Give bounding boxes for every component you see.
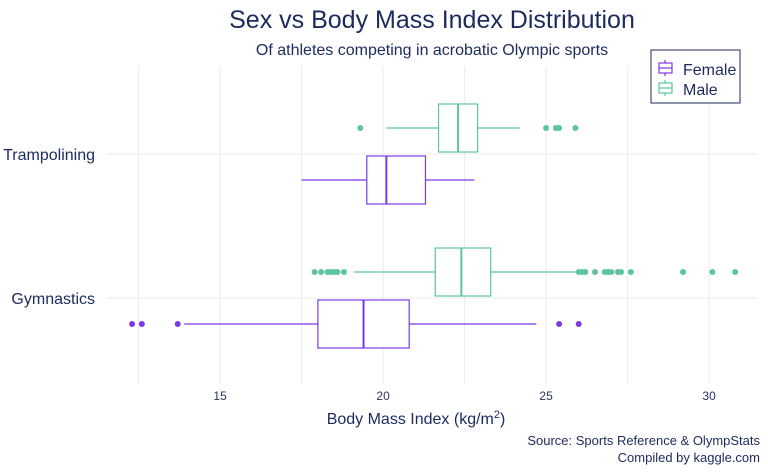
box-iqr (434, 247, 492, 297)
outlier-point (334, 269, 341, 275)
outlier-point (575, 321, 582, 327)
outlier-point (572, 125, 579, 131)
x-tick-label: 30 (702, 389, 716, 403)
x-axis-title-main: Body Mass Index (kg/m (327, 411, 494, 428)
outlier-point (129, 321, 136, 327)
box-trampolining-male (357, 103, 579, 153)
outlier-point (357, 125, 364, 131)
outlier-point (556, 321, 563, 327)
outlier-point (556, 125, 563, 131)
boxes-layer (129, 103, 739, 349)
x-tick-label: 20 (376, 389, 390, 403)
outlier-point (582, 269, 589, 275)
box-iqr (366, 155, 427, 205)
outlier-point (543, 125, 550, 131)
outlier-point (318, 269, 325, 275)
outlier-point (732, 269, 739, 275)
caption-compiled: Compiled by kaggle.com (618, 450, 760, 465)
legend-label-female: Female (683, 62, 736, 79)
legend: Female Male (650, 49, 741, 104)
caption-source: Source: Sports Reference & OlympStats (527, 433, 760, 448)
outlier-point (680, 269, 687, 275)
legend-key-male (658, 80, 673, 96)
outlier-point (627, 269, 634, 275)
chart-title: Sex vs Body Mass Index Distribution (229, 6, 635, 34)
x-axis-title-superscript: 2 (494, 409, 500, 421)
chart-subtitle: Of athletes competing in acrobatic Olymp… (256, 42, 608, 59)
box-gymnastics-female (129, 299, 582, 349)
box-gymnastics-male (311, 247, 739, 297)
outlier-point (618, 269, 625, 275)
category-label: Trampolining (3, 147, 95, 164)
outlier-point (138, 321, 145, 327)
x-tick-labels: 15 20 25 30 (213, 389, 716, 403)
outlier-point (592, 269, 598, 275)
legend-box (650, 49, 741, 104)
box-trampolining-female (301, 155, 475, 205)
x-axis-title: Body Mass Index (kg/m2) (327, 409, 506, 428)
x-tick-label: 15 (213, 389, 227, 403)
outlier-point (174, 321, 181, 327)
x-tick-label: 25 (539, 389, 553, 403)
category-label: Gymnastics (11, 291, 95, 308)
legend-label-male: Male (683, 82, 718, 99)
outlier-point (709, 269, 716, 275)
legend-keys (658, 60, 673, 96)
category-labels: Trampolining Gymnastics (3, 147, 95, 308)
outlier-point (340, 269, 347, 275)
outlier-point (608, 269, 615, 275)
legend-key-female (658, 60, 673, 76)
outlier-point (311, 269, 318, 275)
x-axis-title-end: ) (500, 411, 505, 428)
grid-layer (106, 66, 758, 384)
